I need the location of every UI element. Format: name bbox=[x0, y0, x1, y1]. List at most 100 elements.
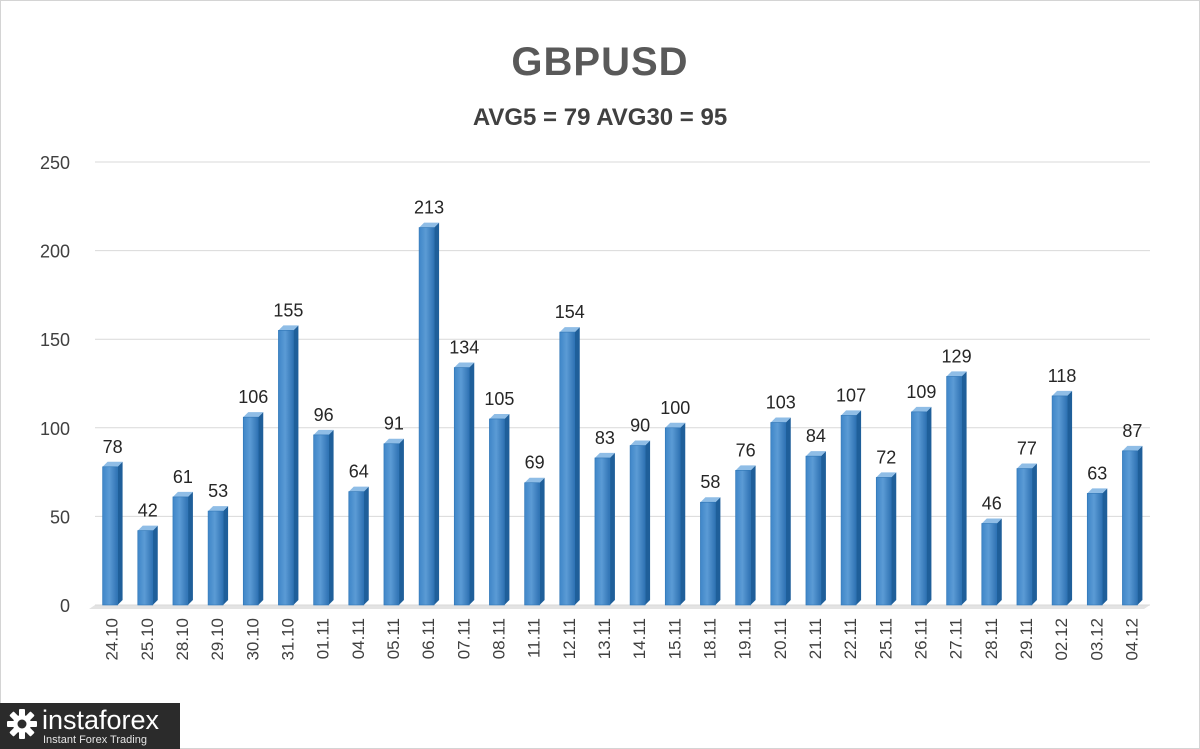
x-tick-label: 27.11 bbox=[947, 618, 966, 659]
bar bbox=[664, 427, 681, 606]
bar-side bbox=[469, 362, 475, 605]
bar bbox=[524, 482, 540, 606]
data-label: 155 bbox=[273, 300, 303, 320]
data-label: 63 bbox=[1087, 463, 1107, 483]
bar-side bbox=[328, 429, 334, 605]
bar bbox=[242, 416, 259, 606]
x-tick-label: 01.11 bbox=[314, 618, 333, 659]
bar bbox=[594, 457, 611, 606]
bar-top bbox=[137, 525, 158, 531]
bar-side bbox=[1031, 463, 1037, 605]
bar bbox=[629, 445, 646, 606]
bar bbox=[313, 434, 329, 606]
bar-side bbox=[539, 477, 545, 605]
bar-top bbox=[524, 477, 545, 483]
bar-top bbox=[911, 406, 932, 412]
y-tick-label: 100 bbox=[40, 419, 70, 439]
bar-top bbox=[735, 465, 756, 471]
bar-top bbox=[946, 371, 967, 377]
bar-side bbox=[574, 327, 580, 605]
data-label: 105 bbox=[484, 389, 514, 409]
bar-top bbox=[208, 506, 229, 512]
y-tick-label: 250 bbox=[40, 153, 70, 173]
bar-side bbox=[1102, 488, 1108, 605]
data-label: 134 bbox=[449, 338, 479, 358]
x-tick-label: 06.11 bbox=[419, 618, 438, 659]
bar-side bbox=[750, 465, 756, 605]
bar-top bbox=[278, 325, 299, 331]
bar-top bbox=[454, 362, 475, 368]
bar bbox=[1122, 450, 1138, 606]
bar-side bbox=[258, 412, 264, 605]
bar bbox=[278, 330, 294, 606]
x-tick-label: 25.11 bbox=[876, 618, 895, 659]
bar-top bbox=[700, 497, 721, 503]
bar-side bbox=[891, 472, 897, 605]
bar bbox=[418, 227, 435, 606]
bar-top bbox=[630, 440, 651, 446]
data-label: 72 bbox=[876, 447, 896, 467]
x-tick-label: 29.11 bbox=[1017, 618, 1036, 659]
data-label: 118 bbox=[1048, 366, 1077, 386]
data-label: 84 bbox=[806, 426, 826, 446]
y-tick-label: 200 bbox=[40, 242, 70, 262]
bar-top bbox=[313, 429, 334, 435]
data-label: 91 bbox=[384, 414, 404, 434]
x-tick-label: 24.10 bbox=[103, 618, 122, 661]
data-label: 103 bbox=[766, 392, 796, 412]
x-tick-label: 31.10 bbox=[278, 618, 297, 661]
data-label: 61 bbox=[173, 467, 193, 487]
bar-top bbox=[419, 222, 440, 228]
x-tick-label: 26.11 bbox=[911, 618, 930, 659]
x-tick-label: 02.12 bbox=[1052, 618, 1071, 661]
bar-top bbox=[348, 486, 369, 492]
data-label: 100 bbox=[660, 398, 690, 418]
data-label: 90 bbox=[630, 416, 650, 436]
bar bbox=[735, 470, 751, 606]
x-tick-label: 14.11 bbox=[630, 618, 649, 659]
x-tick-label: 21.11 bbox=[806, 618, 825, 659]
data-label: 53 bbox=[208, 481, 228, 501]
bar bbox=[453, 367, 470, 606]
x-tick-label: 20.11 bbox=[771, 618, 790, 659]
x-tick-label: 30.10 bbox=[243, 618, 262, 661]
bar bbox=[559, 331, 576, 606]
bar-top bbox=[1052, 390, 1073, 396]
bar bbox=[911, 411, 927, 606]
chart-title: GBPUSD bbox=[511, 40, 689, 84]
bar bbox=[207, 510, 224, 606]
bar bbox=[700, 501, 716, 606]
bar-top bbox=[243, 412, 264, 418]
x-tick-label: 12.11 bbox=[560, 618, 579, 659]
data-label: 42 bbox=[138, 501, 158, 521]
x-tick-label: 29.10 bbox=[208, 618, 227, 661]
x-tick-label: 04.12 bbox=[1122, 618, 1141, 661]
bar-top bbox=[770, 417, 791, 423]
brand-tagline: Instant Forex Trading bbox=[43, 734, 147, 746]
bar-top bbox=[559, 327, 580, 333]
bar-top bbox=[102, 461, 123, 467]
data-label: 78 bbox=[103, 437, 123, 457]
x-tick-label: 07.11 bbox=[454, 618, 473, 659]
bar-side bbox=[996, 518, 1002, 605]
data-label: 87 bbox=[1122, 421, 1142, 441]
bar-top bbox=[383, 438, 404, 444]
bar-top bbox=[489, 413, 510, 419]
bar bbox=[981, 523, 998, 606]
y-tick-label: 0 bbox=[60, 596, 70, 616]
bar-side bbox=[434, 222, 440, 605]
y-tick-label: 150 bbox=[40, 330, 70, 350]
bar bbox=[137, 530, 154, 606]
bar-side bbox=[1067, 390, 1073, 605]
bar bbox=[348, 491, 365, 606]
x-tick-label: 15.11 bbox=[665, 618, 684, 659]
data-label: 83 bbox=[595, 428, 615, 448]
x-tick-label: 13.11 bbox=[595, 618, 614, 659]
bar-top bbox=[1087, 488, 1108, 494]
bar-side bbox=[398, 438, 404, 605]
data-label: 64 bbox=[349, 462, 369, 482]
data-label: 109 bbox=[906, 382, 936, 402]
bar-top bbox=[665, 422, 686, 428]
